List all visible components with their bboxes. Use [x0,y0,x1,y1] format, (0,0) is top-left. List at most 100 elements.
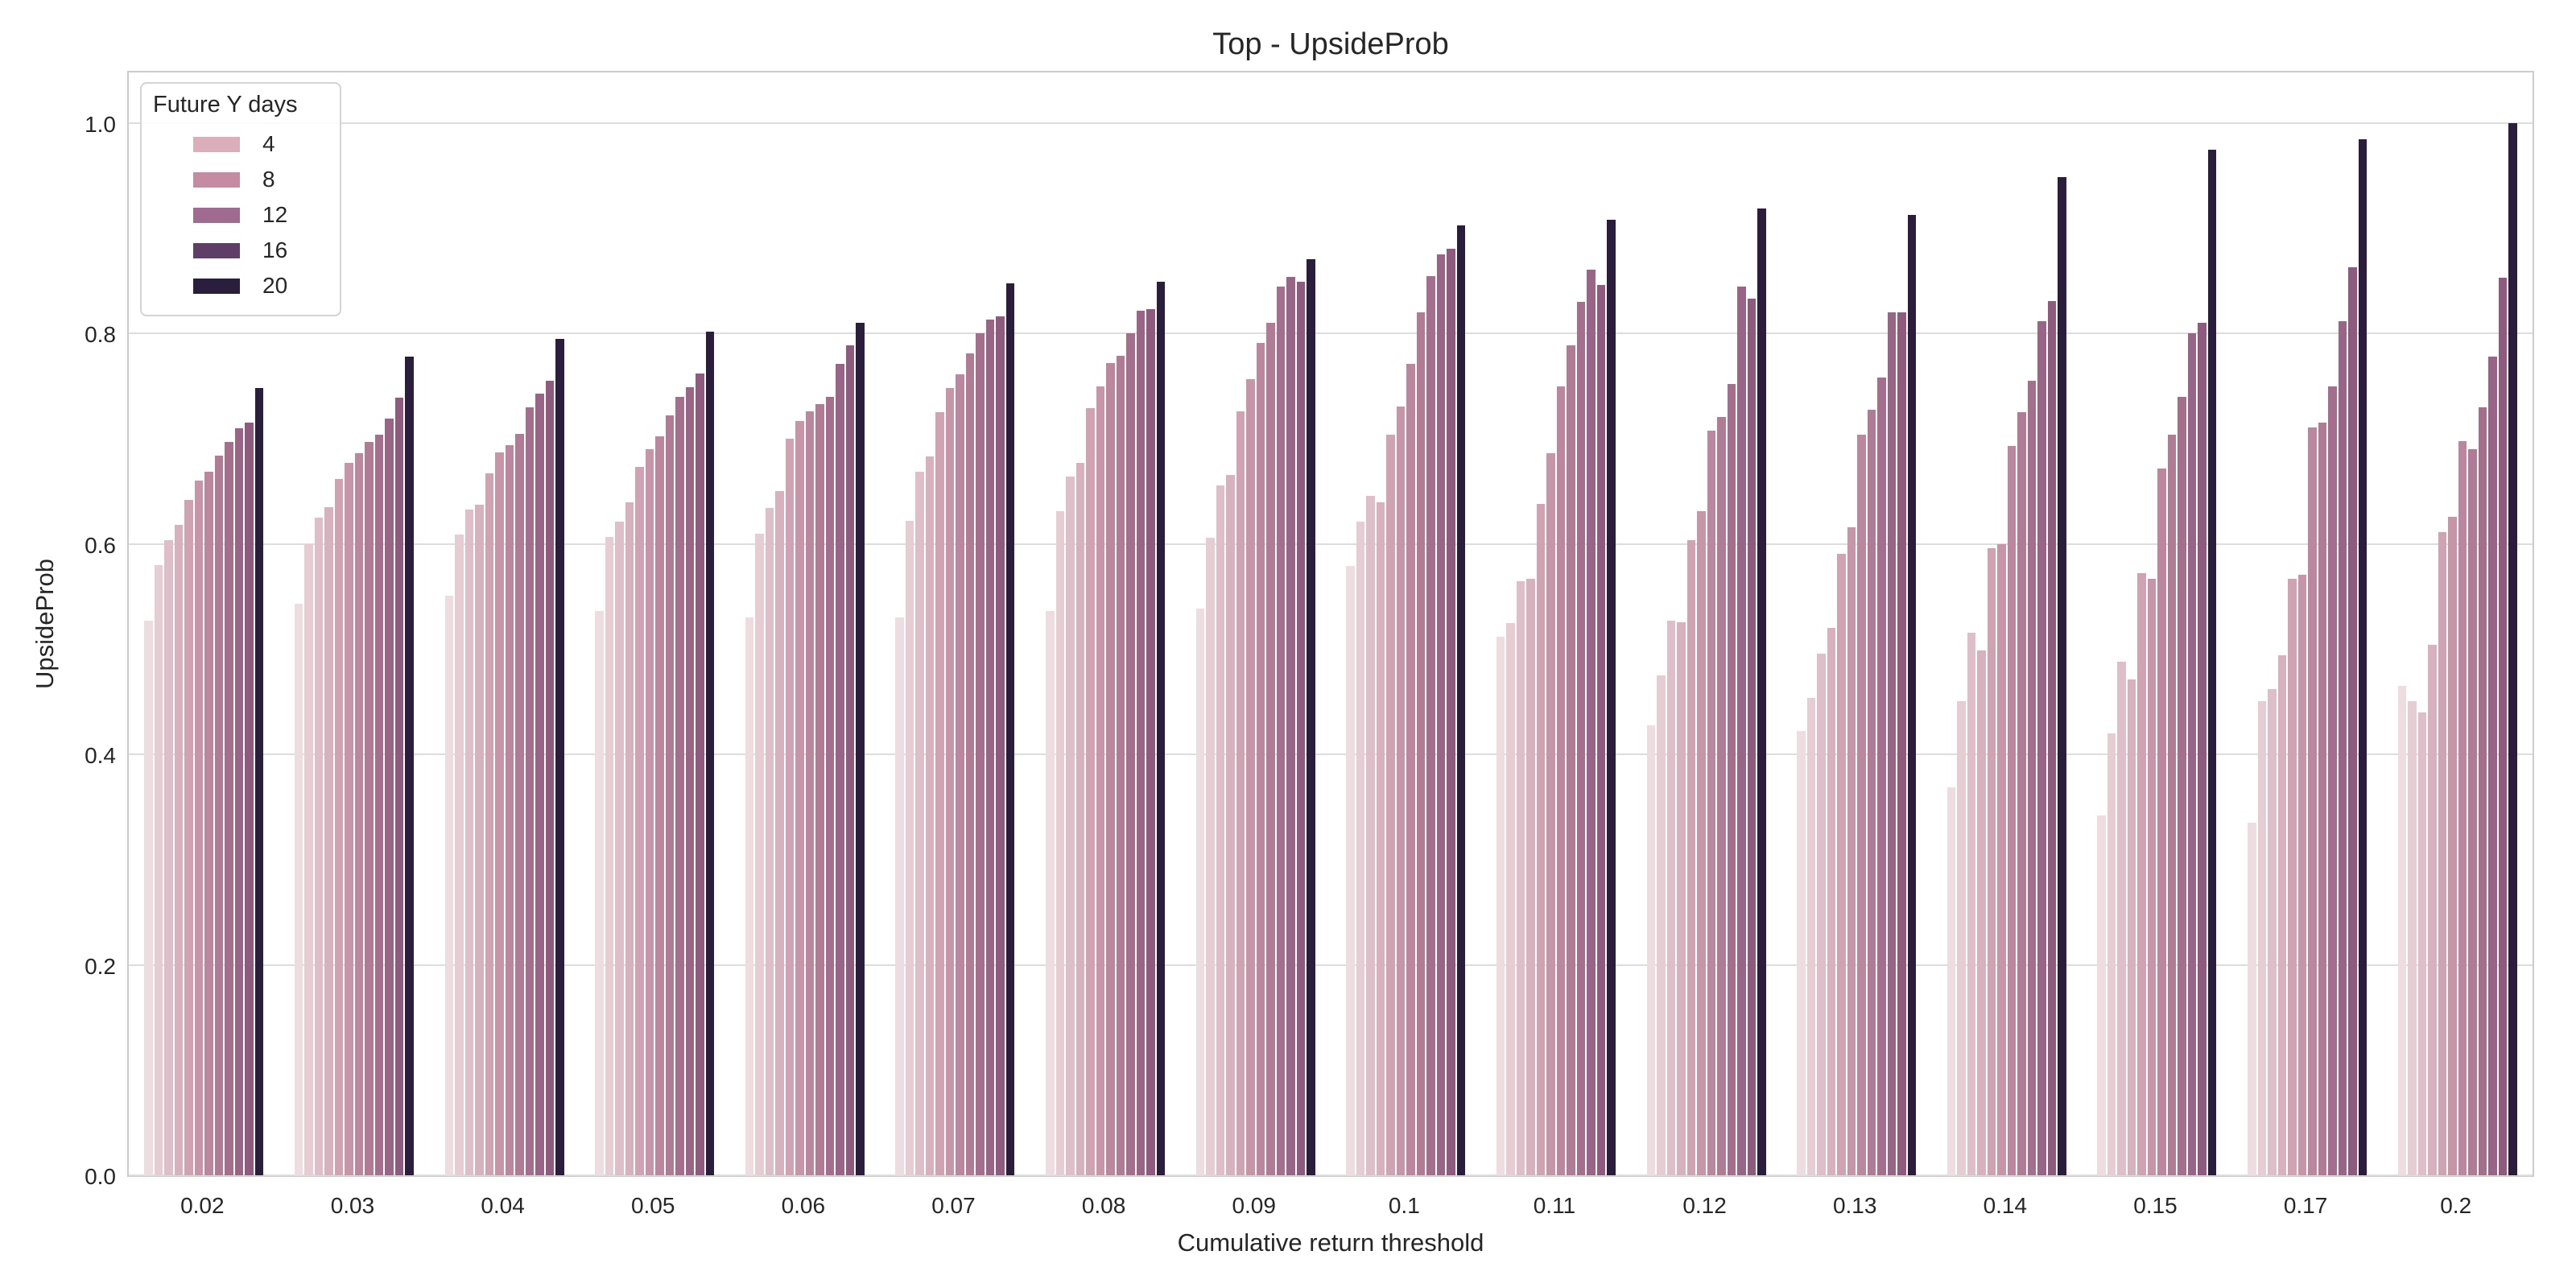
legend-label: 8 [262,167,275,192]
bar [2318,423,2327,1175]
bar [915,472,924,1175]
bar [2137,573,2146,1175]
bar [2058,177,2066,1175]
bar [184,500,193,1175]
bar [1677,622,1686,1175]
bar [665,415,675,1175]
bar [1266,323,1275,1175]
bar [1867,410,1876,1175]
bar [334,479,344,1175]
bar [324,507,333,1175]
bar [225,442,233,1175]
bar [444,596,454,1175]
legend-swatch [193,136,240,152]
bar [1536,504,1546,1175]
bar [1707,431,1716,1175]
bar [1136,311,1146,1175]
legend-label: 12 [262,202,288,227]
bar [485,473,494,1175]
bar [2458,441,2467,1175]
x-tick-label: 0.06 [781,1193,826,1218]
bar [1106,363,1115,1175]
bar [354,453,364,1175]
bar [1526,579,1535,1175]
bar [2277,655,2287,1175]
bar [605,537,614,1175]
bar [1887,312,1897,1175]
bar-group-0.04 [429,72,580,1175]
bar [655,436,664,1175]
bar [836,364,844,1175]
bar [1396,407,1406,1175]
bar [1296,282,1306,1175]
bar [745,617,754,1175]
bar [1416,312,1426,1175]
bar [214,456,224,1175]
x-tick-label: 0.1 [1388,1193,1420,1218]
bar [2338,321,2347,1175]
bar [1246,379,1255,1175]
y-tick-label: 0.0 [85,1164,116,1189]
bar [374,435,384,1175]
bar [1146,309,1155,1175]
bar [144,621,153,1175]
bar [2007,446,2017,1175]
legend-entry: 4 [142,126,340,162]
bar [1546,453,1555,1175]
bar [2397,686,2407,1175]
bar [1096,386,1105,1175]
bar [1366,496,1375,1175]
plot-area [127,71,2534,1177]
bar-group-0.14 [1932,72,2083,1175]
x-tick-label: 0.09 [1232,1193,1276,1218]
bar [1116,356,1125,1175]
bar [1897,312,1906,1175]
bar [1376,502,1385,1175]
bar [254,388,264,1175]
legend-entries: 4 8 12 16 20 [142,126,340,303]
bar [1666,621,1676,1175]
x-tick-label: 0.08 [1081,1193,1126,1218]
bar [1426,276,1435,1175]
legend: Future Y days 4 8 12 16 20 [140,82,341,316]
bar [1827,628,1836,1175]
bar [2157,469,2166,1175]
bar [365,442,374,1175]
bar [985,320,995,1175]
bar [2147,579,2157,1175]
bar [1847,527,1856,1175]
bar [154,565,163,1175]
bar [1747,299,1757,1175]
bar [2508,123,2517,1175]
bar [2408,701,2417,1175]
y-tick-label: 0.4 [85,743,116,769]
bar [1567,345,1575,1175]
x-tick-label: 0.17 [2283,1193,2328,1218]
bar [1456,225,1466,1175]
bar [925,456,935,1175]
bar [194,481,204,1175]
bar [1226,475,1235,1175]
bar [1977,650,1986,1175]
bar [755,534,764,1175]
bar-group-0.06 [730,72,881,1175]
bar [1386,435,1395,1175]
bar [956,374,964,1175]
bar [304,544,313,1175]
bar [464,510,474,1175]
bar [2127,679,2136,1175]
y-tick-label: 0.6 [85,532,116,558]
bar [2207,150,2217,1175]
legend-swatch [193,207,240,223]
bar [2348,267,2357,1175]
x-tick-label: 0.12 [1682,1193,1727,1218]
bar [1356,522,1365,1175]
bar [394,398,404,1175]
bar [705,332,715,1175]
bar [1997,544,2006,1175]
bar-group-0.17 [2232,72,2383,1175]
bar [685,387,695,1175]
bar-group-0.08 [1030,72,1181,1175]
bar [174,525,184,1175]
bar [1967,633,1976,1175]
